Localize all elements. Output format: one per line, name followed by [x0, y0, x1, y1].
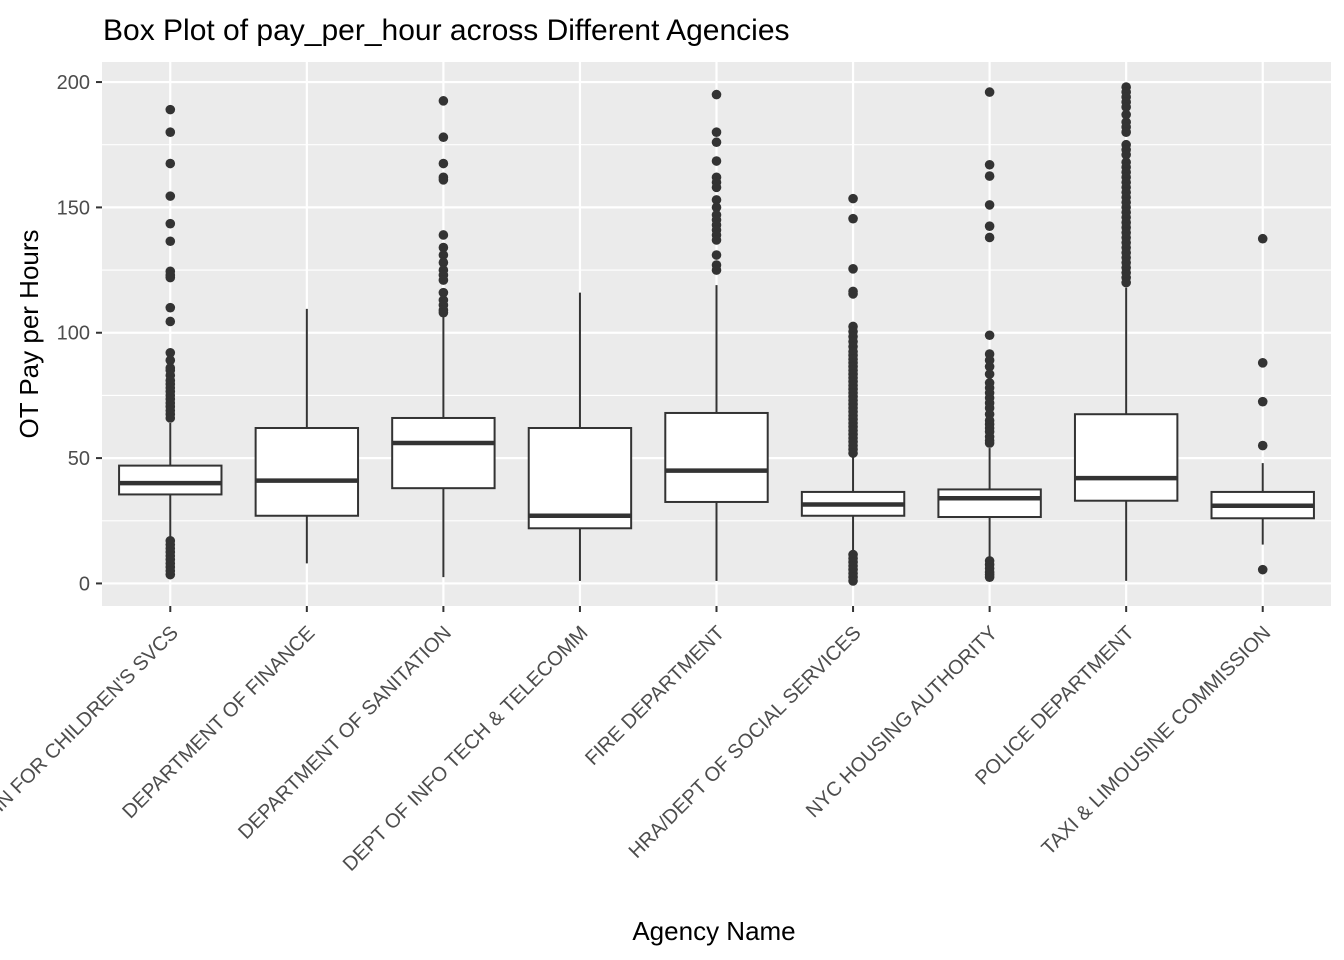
- boxes-layer: [118, 82, 1315, 586]
- outlier-point: [711, 137, 722, 148]
- outlier-point: [165, 236, 176, 247]
- outlier-point: [848, 576, 858, 586]
- box-body: [391, 416, 496, 490]
- box-8: [1073, 82, 1179, 581]
- outlier-point: [165, 569, 176, 580]
- outlier-point: [165, 127, 176, 137]
- outlier-point: [848, 213, 858, 224]
- outlier-point: [1121, 109, 1131, 120]
- outlier-point: [165, 218, 176, 229]
- outlier-point: [438, 158, 449, 169]
- outlier-point: [1257, 440, 1268, 451]
- y-axis-title: OT Pay per Hours: [14, 229, 44, 438]
- outlier-point: [438, 242, 449, 253]
- x-tick-label: HRA/DEPT OF SOCIAL SERVICES: [625, 622, 866, 863]
- outlier-point: [711, 195, 722, 205]
- outlier-point: [984, 438, 995, 448]
- x-tick-label: DEPT OF INFO TECH & TELECOMM: [339, 622, 593, 876]
- outlier-point: [1257, 233, 1268, 244]
- outlier-point: [1257, 358, 1268, 368]
- outlier-point: [848, 289, 858, 299]
- x-tick-label: ADMIN FOR CHILDREN'S SVCS: [0, 622, 183, 848]
- outlier-point: [438, 275, 449, 285]
- outlier-point: [711, 235, 722, 245]
- outlier-point: [984, 330, 995, 341]
- box-7: [937, 87, 1042, 582]
- outlier-point: [165, 348, 176, 358]
- outlier-point: [711, 156, 722, 166]
- outlier-point: [1257, 564, 1268, 575]
- outlier-point: [438, 250, 449, 260]
- x-tick-label: TAXI & LIMOUSINE COMMISSION: [1038, 622, 1276, 860]
- outlier-point: [165, 355, 176, 366]
- box-body: [254, 427, 360, 517]
- outlier-point: [1121, 277, 1131, 288]
- outlier-point: [711, 202, 722, 213]
- outlier-point: [438, 230, 449, 240]
- outlier-point: [165, 413, 176, 423]
- outlier-point: [848, 448, 858, 458]
- box-2: [254, 308, 360, 564]
- box-body: [527, 427, 633, 530]
- outlier-point: [848, 264, 858, 274]
- box-4: [527, 292, 633, 581]
- outlier-point: [438, 132, 449, 143]
- outlier-point: [984, 572, 995, 582]
- outlier-point: [1257, 396, 1268, 407]
- box-9: [1210, 233, 1315, 575]
- chart-title: Box Plot of pay_per_hour across Differen…: [103, 14, 790, 47]
- box-6: [800, 193, 906, 586]
- outlier-point: [438, 96, 449, 106]
- outlier-point: [165, 191, 176, 201]
- outlier-point: [1121, 102, 1131, 112]
- outlier-point: [711, 250, 722, 260]
- outlier-point: [984, 159, 995, 170]
- box-body: [937, 488, 1042, 519]
- y-tick-label: 200: [57, 72, 90, 94]
- outlier-point: [984, 200, 995, 210]
- x-axis-title: Agency Name: [632, 916, 795, 946]
- y-tick-label: 0: [79, 573, 90, 595]
- box-3: [391, 96, 496, 578]
- outlier-point: [165, 104, 176, 115]
- outlier-point: [848, 193, 858, 204]
- outlier-point: [711, 127, 722, 137]
- y-axis: 0 50 100 150 200: [57, 72, 102, 595]
- outlier-point: [165, 272, 176, 283]
- box-body: [664, 411, 769, 503]
- outlier-point: [984, 232, 995, 243]
- outlier-point: [1121, 149, 1131, 160]
- outlier-point: [165, 302, 176, 313]
- y-tick-label: 50: [68, 448, 90, 470]
- outlier-point: [438, 257, 449, 268]
- box-body: [118, 464, 223, 496]
- x-tick-label: POLICE DEPARTMENT: [971, 622, 1138, 789]
- outlier-point: [438, 307, 449, 318]
- outlier-point: [438, 287, 449, 298]
- outlier-point: [438, 175, 449, 185]
- outlier-point: [165, 158, 176, 169]
- box-body: [1073, 413, 1179, 502]
- outlier-point: [984, 87, 995, 97]
- outlier-point: [711, 265, 722, 275]
- y-tick-label: 150: [57, 197, 90, 219]
- box-5: [664, 89, 769, 581]
- x-tick-label: DEPARTMENT OF SANITATION: [234, 622, 456, 844]
- box-1: [118, 104, 223, 580]
- outlier-point: [711, 182, 722, 193]
- outlier-point: [984, 361, 995, 372]
- outlier-point: [984, 369, 995, 379]
- outlier-point: [1121, 127, 1131, 137]
- y-tick-label: 100: [57, 323, 90, 345]
- outlier-point: [165, 316, 176, 327]
- outlier-point: [984, 221, 995, 232]
- x-tick-label: FIRE DEPARTMENT: [581, 622, 729, 770]
- outlier-point: [984, 171, 995, 181]
- outlier-point: [711, 89, 722, 100]
